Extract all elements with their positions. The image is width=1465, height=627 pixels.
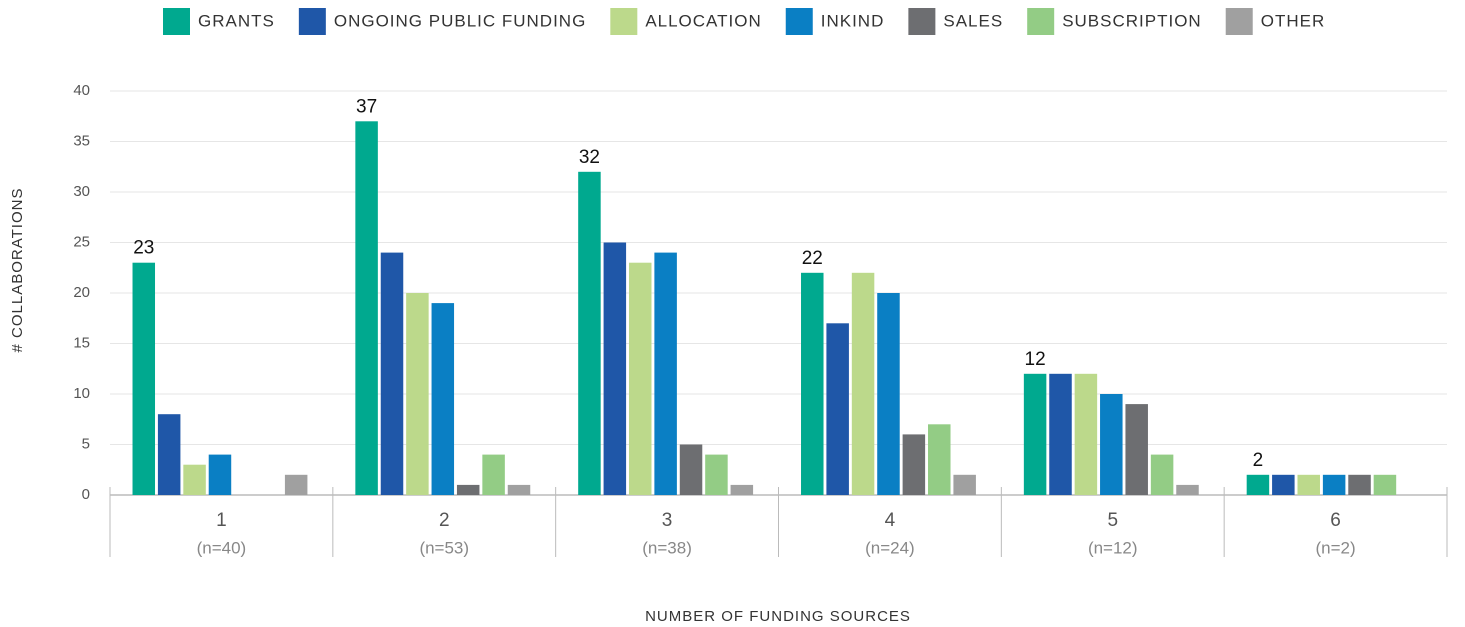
bar <box>1074 373 1098 495</box>
bar <box>953 474 976 495</box>
data-label: 2 <box>1253 450 1264 471</box>
bar <box>1246 474 1270 495</box>
x-tick-label: 4 <box>885 510 896 531</box>
legend-label: GRANTS <box>198 11 275 30</box>
bar <box>132 262 156 495</box>
bar <box>431 303 455 495</box>
bar <box>284 474 308 495</box>
bar <box>877 293 900 495</box>
bar <box>902 434 926 495</box>
legend-swatch <box>908 8 936 35</box>
y-tick-label: 20 <box>73 284 90 301</box>
y-tick-label: 30 <box>73 183 90 200</box>
x-axis-label: NUMBER OF FUNDING SOURCES <box>645 608 911 625</box>
bar <box>507 484 531 495</box>
bar <box>1272 474 1295 495</box>
bar <box>1348 474 1371 495</box>
bar <box>456 484 480 495</box>
bar <box>1125 404 1148 495</box>
y-tick-label: 10 <box>73 385 90 402</box>
legend-label: INKIND <box>821 11 885 30</box>
x-tick-note: (n=53) <box>419 538 469 557</box>
data-label: 12 <box>1025 349 1046 370</box>
legend-label: ALLOCATION <box>645 11 761 30</box>
x-tick-label: 1 <box>216 510 227 531</box>
legend-label: SALES <box>943 11 1003 30</box>
bar <box>679 444 703 495</box>
bar <box>482 454 505 495</box>
bar <box>1176 484 1199 495</box>
x-tick-note: (n=24) <box>865 538 915 557</box>
y-tick-label: 35 <box>73 132 90 149</box>
bar <box>628 262 652 495</box>
bar <box>654 252 677 495</box>
x-tick-note: (n=38) <box>642 538 692 557</box>
y-tick-label: 5 <box>82 435 90 452</box>
legend-swatch <box>785 8 813 35</box>
bar <box>851 272 875 495</box>
bar <box>183 464 206 495</box>
bar <box>578 171 601 496</box>
bar <box>1373 474 1397 495</box>
legend-label: OTHER <box>1261 11 1326 30</box>
y-tick-label: 25 <box>73 233 90 250</box>
y-tick-label: 15 <box>73 334 90 351</box>
y-tick-label: 0 <box>82 486 90 503</box>
bar <box>380 252 404 495</box>
bar <box>801 272 824 495</box>
bar <box>705 454 728 495</box>
y-axis-label: # COLLABORATIONS <box>9 188 26 353</box>
x-tick-note: (n=40) <box>197 538 247 557</box>
legend-label: ONGOING PUBLIC FUNDING <box>334 11 586 30</box>
bar <box>826 323 849 495</box>
legend-swatch <box>610 8 638 35</box>
bar <box>208 454 232 495</box>
bar <box>157 414 181 495</box>
data-label: 23 <box>133 238 154 259</box>
x-tick-label: 5 <box>1107 510 1118 531</box>
bar <box>1100 394 1123 495</box>
x-tick-note: (n=2) <box>1315 538 1355 557</box>
bar <box>355 121 378 496</box>
bar <box>1049 373 1072 495</box>
x-tick-note: (n=12) <box>1088 538 1138 557</box>
data-label: 37 <box>356 96 377 117</box>
data-label: 22 <box>802 248 823 269</box>
bar <box>1150 454 1174 495</box>
y-tick-label: 40 <box>73 82 90 99</box>
legend-label: SUBSCRIPTION <box>1062 11 1202 30</box>
x-tick-label: 3 <box>662 510 673 531</box>
bar <box>928 424 951 495</box>
bar <box>730 484 754 495</box>
legend-swatch <box>1225 8 1253 35</box>
x-tick-label: 6 <box>1330 510 1341 531</box>
bar <box>1023 373 1047 495</box>
legend-swatch <box>163 8 190 35</box>
legend-swatch <box>1027 8 1055 35</box>
legend-swatch <box>298 8 326 35</box>
x-tick-label: 2 <box>439 510 450 531</box>
bar <box>406 293 429 495</box>
bar <box>1297 474 1320 495</box>
bar <box>1322 474 1346 495</box>
bar <box>603 242 627 495</box>
data-label: 32 <box>579 147 600 168</box>
